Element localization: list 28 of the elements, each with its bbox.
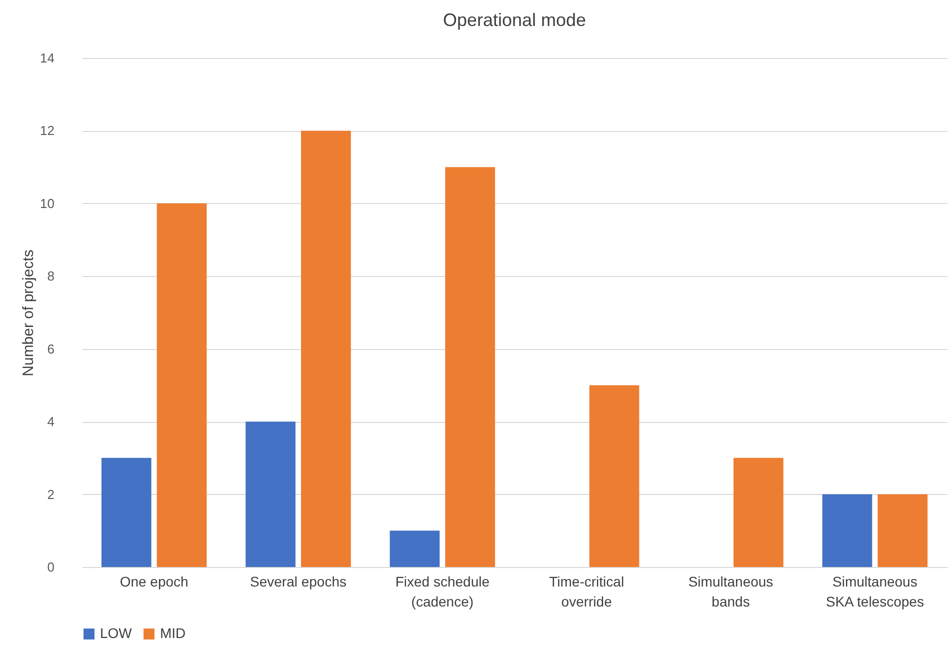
x-tick-label: Time-critical override xyxy=(549,574,624,610)
bar xyxy=(589,385,640,567)
x-tick-label: Simultaneous bands xyxy=(688,574,774,610)
bar xyxy=(878,494,928,567)
y-tick-label: 12 xyxy=(40,123,54,138)
y-tick-label: 4 xyxy=(47,414,54,430)
y-tick-label: 0 xyxy=(47,560,54,574)
legend-label: MID xyxy=(160,625,186,641)
bar xyxy=(246,422,296,567)
bar xyxy=(734,458,784,567)
y-tick-label: 10 xyxy=(40,196,54,211)
bar xyxy=(101,458,152,567)
y-tick-label: 2 xyxy=(47,486,54,502)
x-tick-label: Simultaneous SKA telescopes xyxy=(826,574,924,610)
y-tick-label: 8 xyxy=(47,268,54,284)
y-tick-label: 14 xyxy=(40,50,54,66)
x-tick-label: One epoch xyxy=(120,574,188,590)
x-tick-label: Several epochs xyxy=(250,574,347,590)
y-axis-title: Number of projects xyxy=(20,250,38,376)
x-tick-label: Fixed schedule (cadence) xyxy=(395,574,490,610)
y-tick-label: 6 xyxy=(47,341,54,356)
bar xyxy=(156,203,207,567)
legend-label: LOW xyxy=(100,625,133,641)
bar xyxy=(301,130,351,567)
chart-title: Operational mode xyxy=(442,10,586,30)
bar xyxy=(390,530,440,567)
bar xyxy=(445,167,496,567)
bar xyxy=(822,494,872,567)
